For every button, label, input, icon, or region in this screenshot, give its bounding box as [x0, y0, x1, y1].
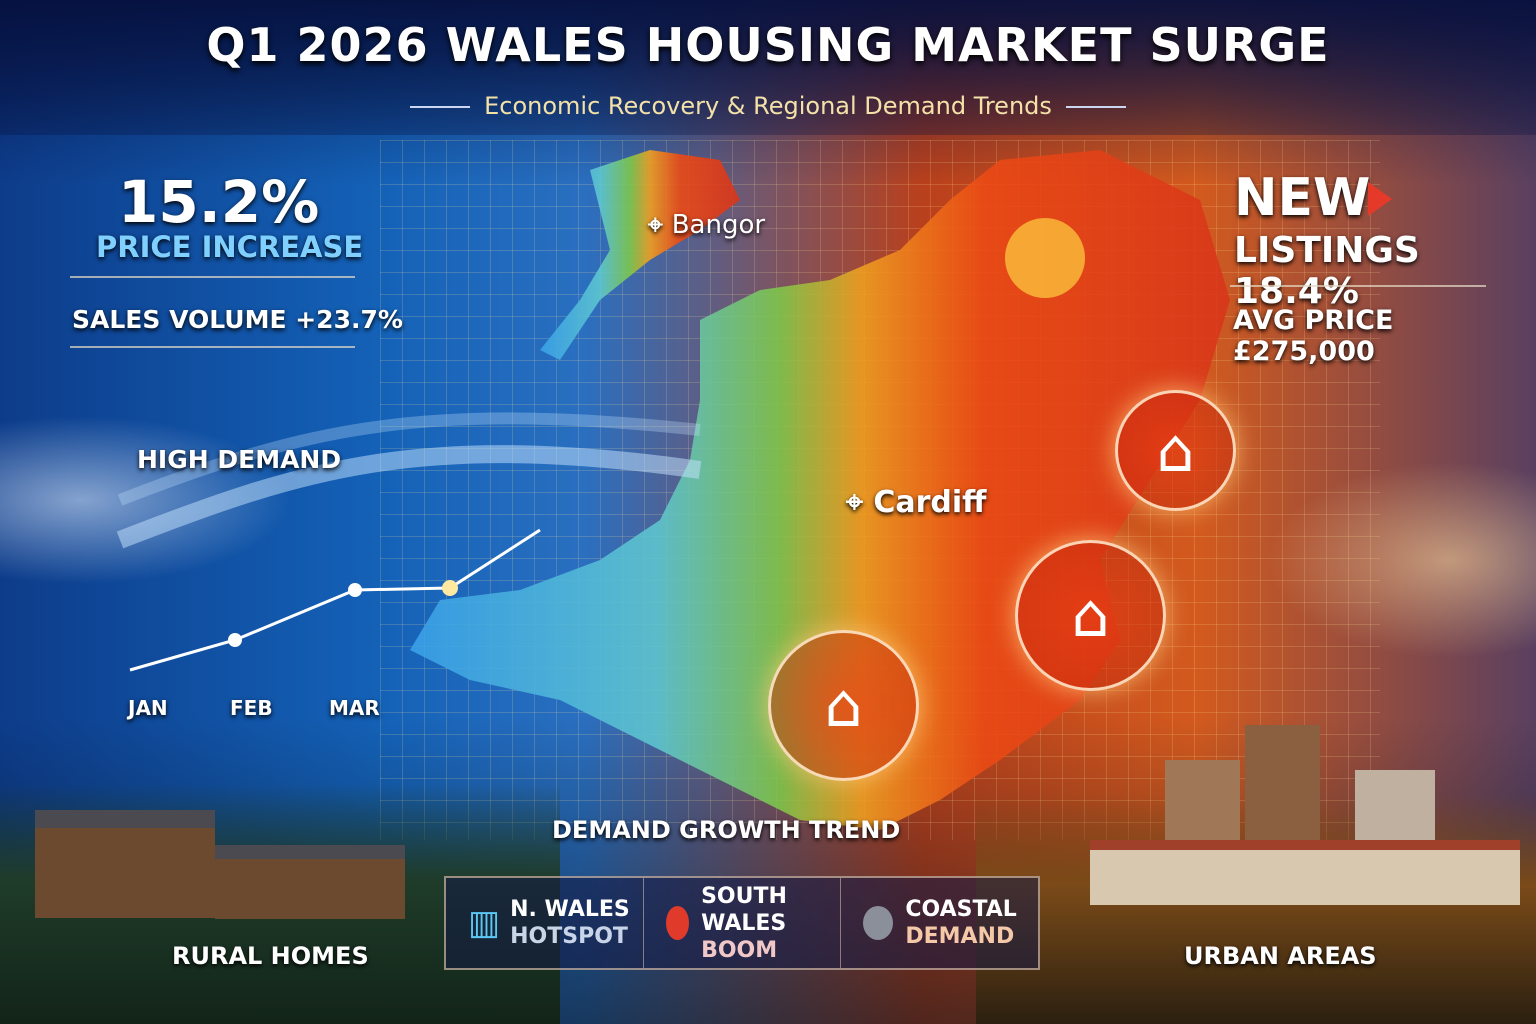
page-subtitle: Economic Recovery & Regional Demand Tren… — [0, 92, 1536, 120]
map-pin-icon: ⌖ — [846, 485, 863, 520]
page-title: Q1 2026 WALES HOUSING MARKET SURGE — [206, 18, 1330, 72]
cottage — [35, 810, 215, 918]
legend-line2: BOOM — [701, 937, 778, 963]
city-bangor: ⌖ Bangor — [648, 210, 765, 241]
new-label: NEW — [1234, 168, 1371, 228]
arrow-right-icon — [1368, 182, 1392, 216]
divider — [70, 346, 355, 348]
map-pin-icon: ⌖ — [648, 210, 663, 240]
bar-chart-icon: ▥ — [468, 903, 501, 943]
price-increase-label: PRICE INCREASE — [96, 230, 364, 264]
month-label-mar: MAR — [329, 696, 380, 720]
price-increase-value: 15.2% — [118, 168, 320, 236]
legend-line1: COASTAL — [905, 897, 1017, 922]
red-pin-icon — [665, 906, 690, 940]
urban-areas-label: URBAN AREAS — [1184, 942, 1377, 970]
townhouses — [1090, 840, 1520, 905]
legend-panel: ▥ N. WALES HOTSPOT SOUTH WALES BOOM COASTA… — [444, 876, 1040, 970]
rural-homes-label: RURAL HOMES — [172, 942, 369, 970]
legend-item-north-wales: ▥ N. WALES HOTSPOT — [446, 878, 644, 968]
month-label-jan: JAN — [128, 696, 168, 720]
city-label: Bangor — [671, 210, 766, 240]
divider — [70, 276, 355, 278]
legend-line2: DEMAND — [905, 924, 1015, 949]
house-icon: ⌂ — [768, 630, 919, 781]
divider — [1230, 285, 1486, 287]
legend-line2: HOTSPOT — [510, 924, 628, 949]
legend-item-coastal: COASTAL DEMAND — [841, 878, 1038, 968]
legend-line1: SOUTH WALES — [701, 883, 787, 936]
grey-pin-icon — [863, 906, 894, 940]
cottage — [215, 845, 405, 919]
house-icon: ⌂ — [1015, 540, 1166, 691]
city-label: Cardiff — [873, 485, 987, 520]
demand-growth-trend-label: DEMAND GROWTH TREND — [552, 816, 901, 844]
avg-price: AVG PRICE £275,000 — [1233, 305, 1394, 367]
legend-line1: N. WALES — [510, 897, 630, 922]
sales-volume: SALES VOLUME +23.7% — [72, 305, 403, 334]
chart-point-feb — [348, 583, 362, 597]
legend-item-south-wales: SOUTH WALES BOOM — [644, 878, 842, 968]
house-icon: ⌂ — [1115, 390, 1236, 511]
new-listings-value: LISTINGS 18.4% — [1234, 230, 1420, 312]
city-cardiff: ⌖ Cardiff — [846, 485, 986, 520]
high-demand-label: HIGH DEMAND — [137, 445, 342, 474]
month-label-feb: FEB — [230, 696, 273, 720]
chart-point-mar — [442, 580, 458, 596]
